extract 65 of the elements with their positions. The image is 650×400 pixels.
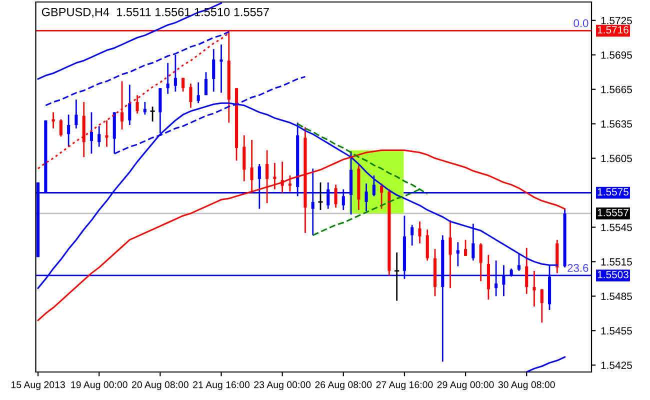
annotation: 0.0 [574,19,588,28]
y-tick-label: 1.5725 [601,16,632,24]
candlestick [472,223,475,262]
y-tick-label: 1.5695 [601,51,632,59]
candlestick [52,112,55,130]
y-tick-label: 1.5455 [601,327,632,335]
candlestick [532,270,536,308]
candlestick [479,242,482,282]
candlestick [105,120,108,148]
candlestick [136,94,139,114]
candlestick [98,125,101,148]
x-tick-label: 30 Aug 08:00 [498,381,555,390]
candlestick [540,288,544,324]
candlestick [426,228,429,262]
annotation: 23.6 [568,264,588,272]
candlestick [334,184,338,208]
candlestick [143,101,146,116]
candlestick [74,98,78,130]
candlestick [120,80,124,130]
candlestick [410,224,414,246]
x-tick-label: 20 Aug 08:00 [132,381,188,390]
ref-line-label: 1.5575 [598,188,628,196]
x-tick-label: 26 Aug 08:00 [315,381,372,390]
candlestick [90,112,94,154]
x-tick-label: 15 Aug 2013 [11,381,65,390]
candlestick [67,114,70,148]
candlestick [128,84,132,126]
candlestick [189,82,192,108]
candlestick [364,182,368,212]
candlestick [204,71,208,96]
y-tick-label: 1.5485 [601,292,632,300]
line-series [526,356,566,372]
line-series [44,31,230,106]
y-tick-label: 1.5605 [601,154,632,162]
ref-line-label: 1.5716 [598,26,628,34]
y-tick-label: 1.5545 [601,224,632,232]
candlestick [448,220,452,289]
x-tick-label: 29 Aug 00:00 [437,381,494,390]
candlestick [182,77,185,92]
candlestick [220,44,223,94]
x-tick-label: 19 Aug 00:00 [71,381,128,390]
candlestick [525,247,528,295]
candlestick [372,174,376,197]
x-tick-label: 21 Aug 16:00 [193,381,250,390]
ref-line-label: 1.5557 [598,208,628,216]
candlestick [517,252,521,272]
candlestick [196,82,200,104]
ref-line-label: 1.5503 [598,270,628,278]
candlestick [418,220,422,244]
y-tick-label: 1.5425 [601,362,632,369]
x-tick-label: 27 Aug 16:00 [376,381,433,390]
candlestick [288,174,292,192]
y-tick-label: 1.5665 [601,86,632,94]
candlestick [456,241,460,267]
candlestick [380,182,384,210]
candlestick [166,62,170,95]
candlestick [212,48,216,92]
y-tick-label: 1.5515 [601,258,632,266]
candlestick [464,239,468,257]
candlestick [242,134,246,182]
x-tick-label: 23 Aug 00:00 [254,381,311,390]
candlestick [174,54,177,92]
candlestick [59,118,62,138]
candlestick [273,162,276,190]
y-tick-label: 1.5635 [601,120,632,128]
